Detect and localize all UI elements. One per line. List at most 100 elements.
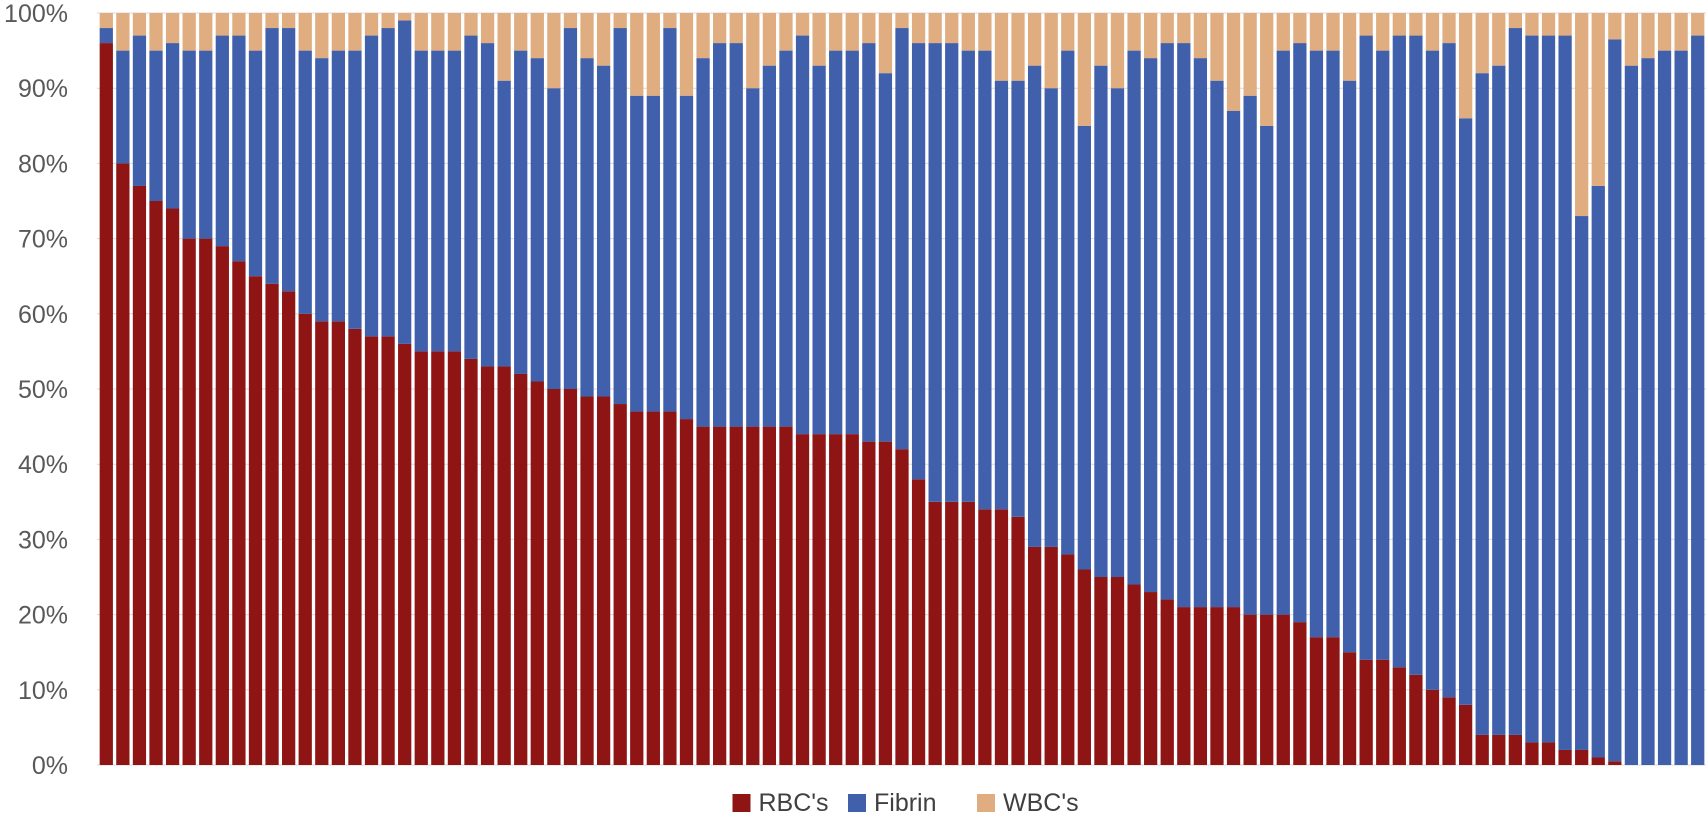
bar-segment-wbc (232, 13, 246, 36)
bar-segment-fibrin (165, 43, 180, 209)
bar-segment-rbc (464, 358, 478, 765)
bar-segment-rbc (1094, 577, 1108, 765)
bar-segment-wbc (580, 13, 594, 59)
bar-segment-wbc (348, 13, 362, 51)
bar-segment-wbc (248, 13, 263, 51)
bar-segment-rbc (1127, 584, 1141, 765)
bar-segment-fibrin (1342, 80, 1357, 653)
bar-segment-fibrin (497, 80, 511, 367)
bar-segment-rbc (1077, 569, 1091, 765)
bar-segment-wbc (298, 13, 312, 51)
bar-segment-fibrin (1575, 216, 1589, 750)
bar-segment-wbc (1392, 13, 1406, 36)
bar-segment-rbc (1492, 734, 1506, 765)
bar-segment-rbc (497, 366, 511, 765)
bar-segment-fibrin (199, 50, 213, 239)
bar-segment-wbc (779, 13, 793, 51)
bar-segment-fibrin (132, 35, 147, 186)
bar-segment-wbc (795, 13, 810, 36)
bar-segment-rbc (1027, 546, 1042, 765)
bar-segment-fibrin (282, 28, 296, 292)
bar-segment-rbc (779, 426, 793, 765)
bar-segment-rbc (762, 426, 777, 765)
bar-segment-wbc (464, 13, 478, 36)
bar-segment-wbc (762, 13, 777, 66)
bar-segment-rbc (613, 404, 627, 765)
bar-segment-rbc (547, 389, 561, 765)
bar-segment-rbc (994, 509, 1009, 765)
bar-segment-rbc (978, 509, 992, 765)
bar-segment-wbc (1691, 13, 1705, 36)
y-tick-label: 100% (4, 0, 68, 28)
bar-segment-fibrin (729, 43, 743, 427)
bar-segment-wbc (1409, 13, 1423, 36)
bar-segment-rbc (1392, 667, 1406, 765)
bar-segment-rbc (132, 185, 147, 765)
bar-segment-wbc (182, 13, 196, 51)
bar-segment-fibrin (1160, 43, 1174, 600)
bar-segment-wbc (1226, 13, 1241, 111)
bar-segment-fibrin (829, 50, 843, 435)
bar-segment-fibrin (215, 35, 229, 247)
bars (99, 13, 1705, 766)
bar-segment-fibrin (232, 35, 246, 262)
bar-segment-fibrin (1326, 50, 1340, 638)
bar-segment-wbc (1011, 13, 1025, 81)
bar-segment-rbc (165, 208, 180, 765)
bar-segment-fibrin (845, 50, 859, 435)
bar-segment-fibrin (1409, 35, 1423, 675)
bar-segment-wbc (1276, 13, 1290, 51)
bar-segment-fibrin (746, 88, 760, 427)
bar-segment-fibrin (298, 50, 312, 314)
bar-segment-fibrin (1657, 50, 1672, 766)
bar-segment-rbc (1475, 734, 1489, 765)
bar-segment-wbc (1110, 13, 1125, 89)
bar-segment-wbc (1326, 13, 1340, 51)
legend: RBC's Fibrin WBC's (732, 789, 1079, 817)
bar-segment-fibrin (248, 50, 263, 277)
bar-segment-rbc (1293, 622, 1307, 765)
bar-segment-fibrin (928, 43, 942, 502)
bar-segment-rbc (265, 283, 279, 765)
bar-segment-fibrin (1591, 185, 1605, 758)
bar-segment-wbc (1458, 13, 1473, 119)
bar-segment-rbc (116, 163, 130, 765)
bar-segment-wbc (928, 13, 942, 44)
bar-segment-fibrin (862, 43, 876, 442)
legend-swatch (977, 794, 995, 812)
bar-segment-fibrin (1044, 88, 1058, 547)
y-tick-label: 70% (18, 226, 68, 254)
bar-segment-rbc (1575, 749, 1589, 765)
bar-segment-fibrin (1276, 50, 1290, 615)
bar-segment-rbc (646, 411, 660, 765)
bar-segment-fibrin (315, 58, 329, 322)
bar-segment-wbc (1591, 13, 1605, 186)
bar-segment-wbc (713, 13, 727, 44)
bar-segment-fibrin (596, 65, 611, 397)
y-tick-label: 20% (18, 602, 68, 630)
bar-segment-fibrin (961, 50, 975, 502)
bar-segment-fibrin (1641, 58, 1655, 766)
bar-segment-fibrin (762, 65, 777, 427)
bar-segment-wbc (215, 13, 229, 36)
bar-segment-rbc (530, 381, 544, 765)
bar-segment-fibrin (630, 95, 644, 412)
bar-segment-fibrin (945, 43, 959, 502)
bar-segment-wbc (480, 13, 495, 44)
bar-segment-fibrin (795, 35, 810, 435)
legend-label: Fibrin (874, 789, 937, 817)
bar-segment-rbc (398, 343, 412, 765)
bar-segment-fibrin (1674, 50, 1688, 766)
bar-segment-rbc (1160, 599, 1174, 765)
bar-segment-wbc (862, 13, 876, 44)
bar-segment-rbc (729, 426, 743, 765)
bar-segment-wbc (381, 13, 395, 29)
bar-segment-rbc (945, 501, 959, 765)
bar-segment-rbc (298, 313, 312, 765)
bar-segment-rbc (381, 336, 395, 765)
bar-segment-rbc (447, 351, 462, 765)
y-tick-label: 80% (18, 150, 68, 178)
bar-segment-wbc (165, 13, 180, 44)
bar-segment-fibrin (331, 50, 346, 322)
